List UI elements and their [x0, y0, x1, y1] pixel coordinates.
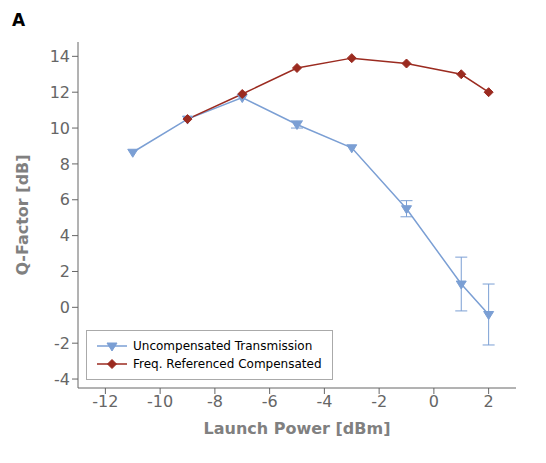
- svg-text:8: 8: [60, 155, 70, 174]
- svg-text:-2: -2: [54, 334, 70, 353]
- svg-text:4: 4: [60, 226, 70, 245]
- svg-text:-4: -4: [316, 392, 332, 411]
- html-text:Uncompensated Transmission: Uncompensated Transmission: [133, 339, 313, 353]
- svg-text:-4: -4: [54, 370, 70, 389]
- svg-text:6: 6: [60, 190, 70, 209]
- svg-text:0: 0: [429, 392, 439, 411]
- svg-text:-8: -8: [207, 392, 223, 411]
- svg-text:-6: -6: [262, 392, 278, 411]
- svg-text:-2: -2: [371, 392, 387, 411]
- svg-text:-10: -10: [147, 392, 173, 411]
- svg-text:-12: -12: [92, 392, 118, 411]
- html-text:Freq. Referenced Compensated: Freq. Referenced Compensated: [133, 357, 322, 371]
- html-text:A: A: [12, 10, 26, 30]
- svg-text:2: 2: [484, 392, 494, 411]
- svg-text:12: 12: [50, 83, 70, 102]
- svg-text:Q-Factor [dB]: Q-Factor [dB]: [13, 154, 32, 275]
- svg-text:10: 10: [50, 119, 70, 138]
- svg-text:0: 0: [60, 298, 70, 317]
- svg-text:14: 14: [50, 47, 70, 66]
- svg-text:2: 2: [60, 262, 70, 281]
- svg-text:Launch Power [dBm]: Launch Power [dBm]: [204, 419, 391, 438]
